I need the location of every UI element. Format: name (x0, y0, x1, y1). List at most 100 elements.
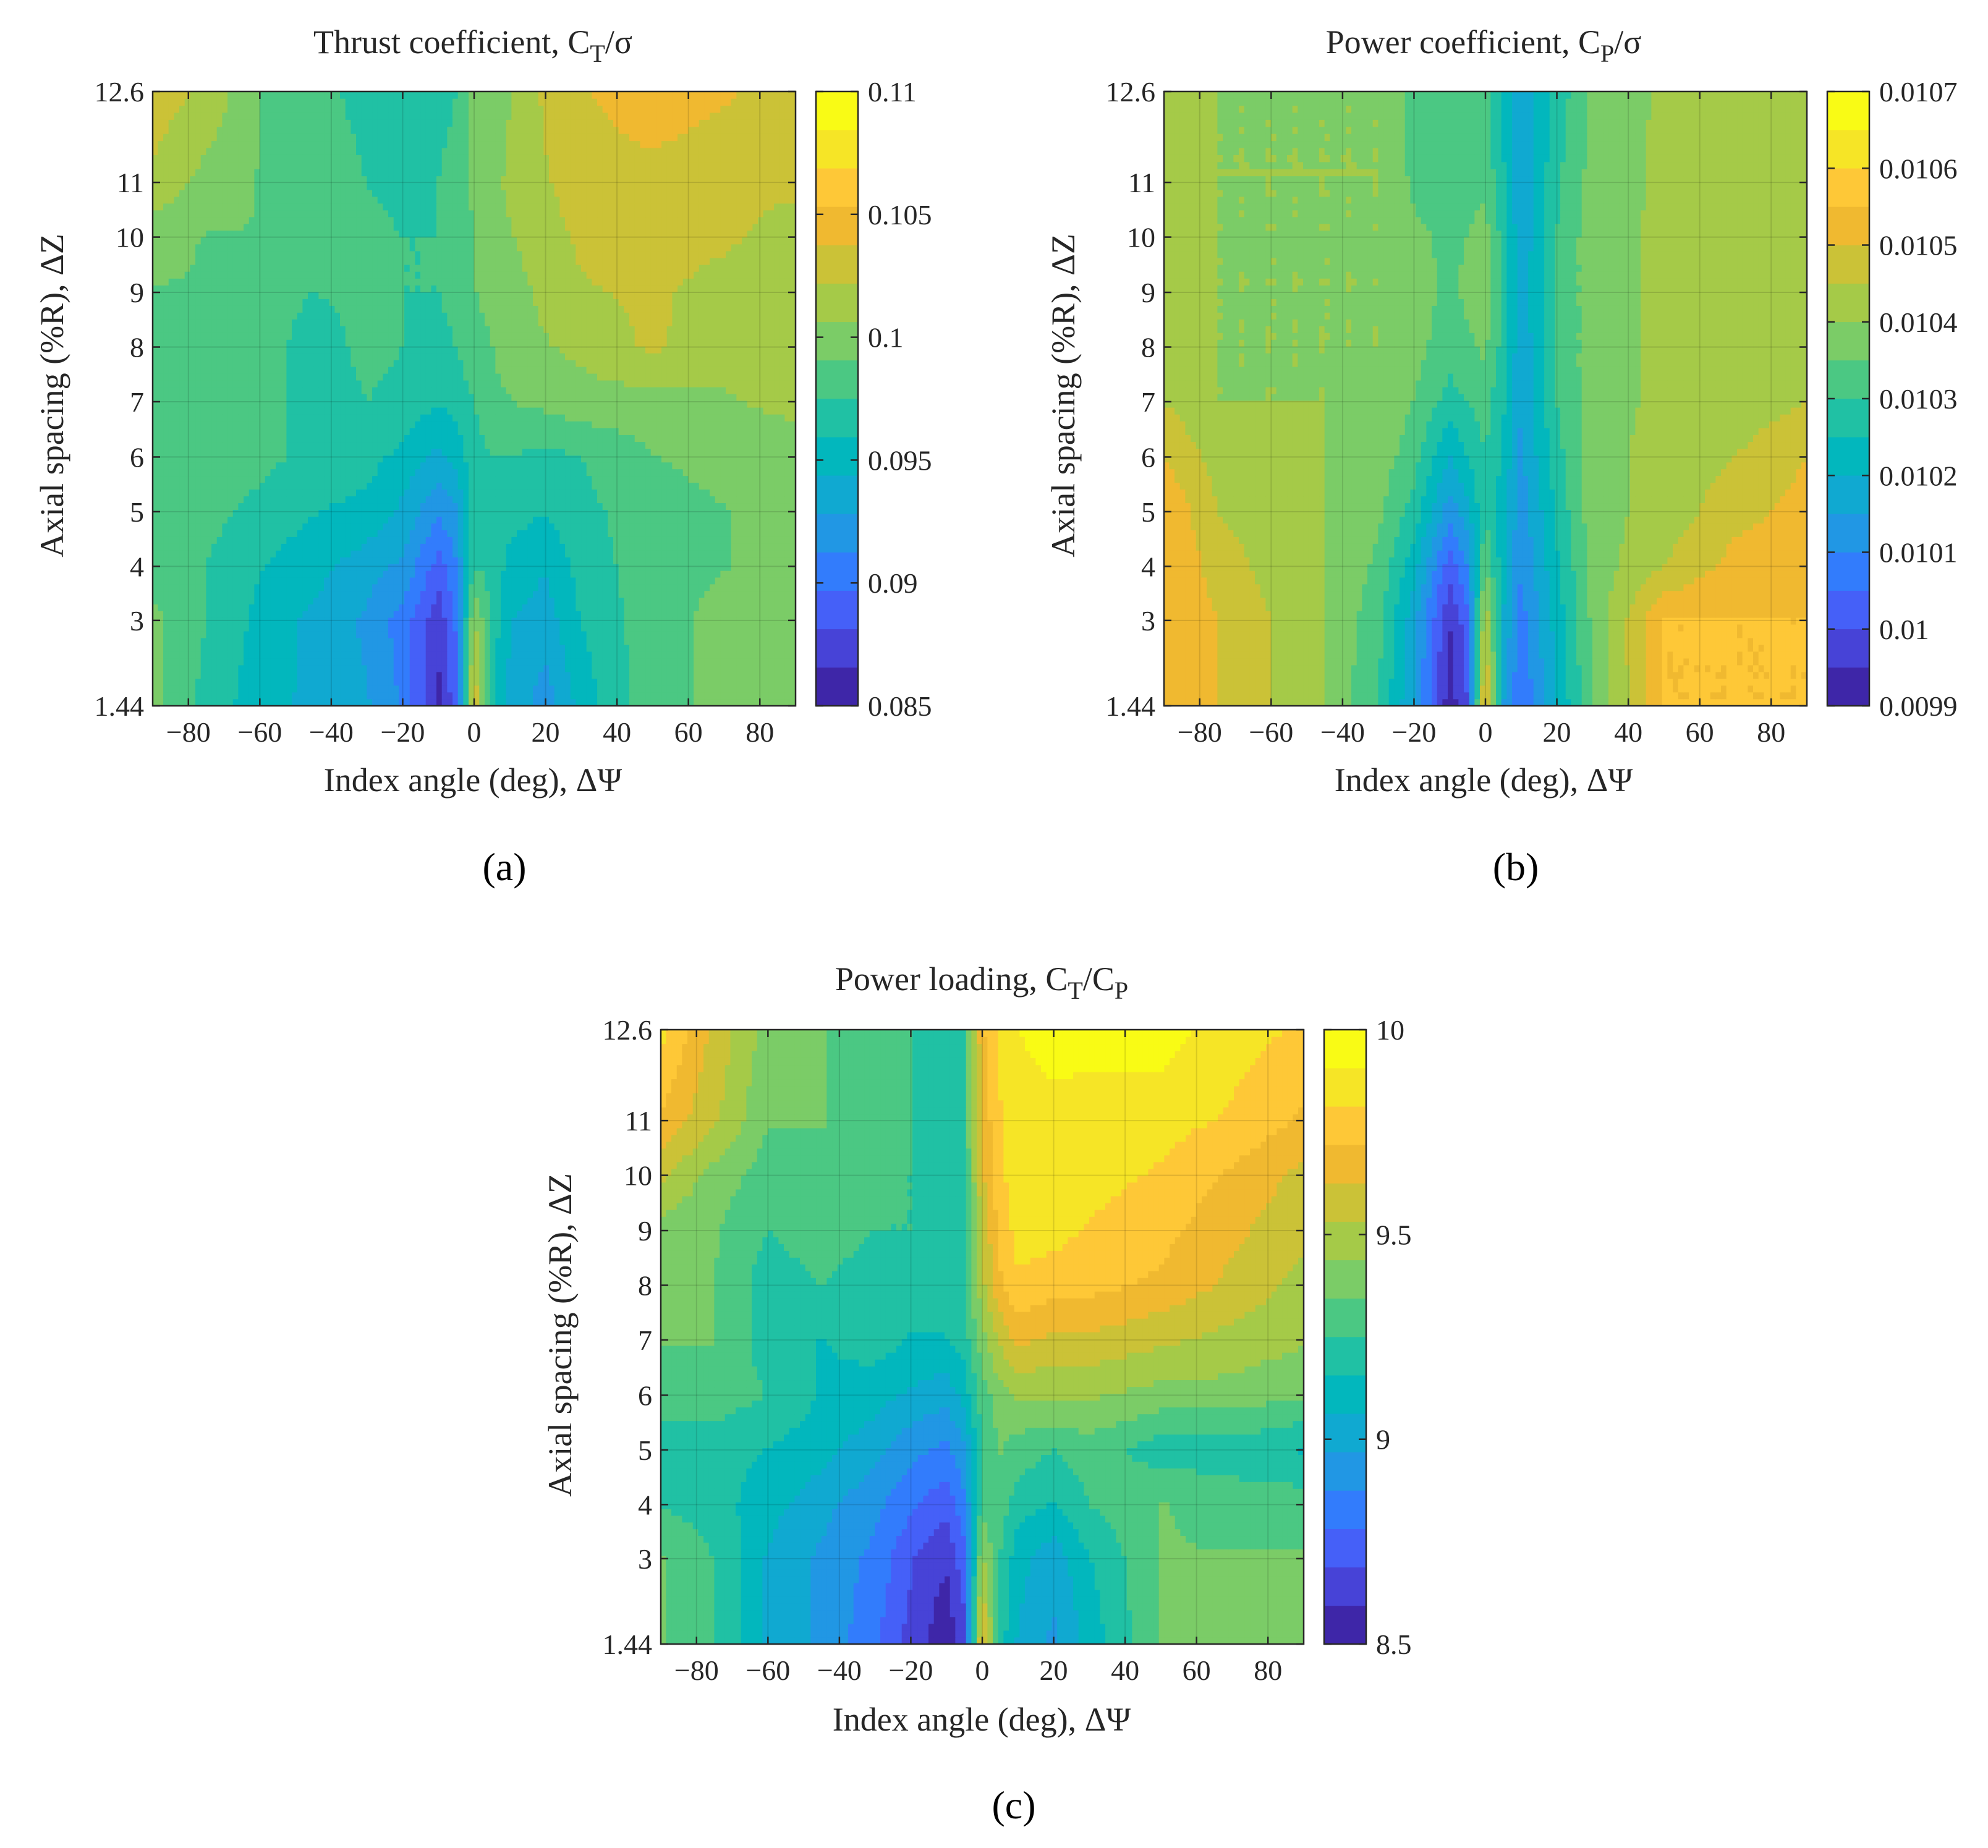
contour-cell (244, 698, 250, 706)
contour-cell (506, 468, 512, 477)
contour-cell (436, 421, 443, 428)
contour-cell (302, 509, 308, 517)
contour-cell (174, 434, 180, 443)
contour-cell (672, 692, 678, 700)
contour-cell (710, 671, 716, 679)
contour-cell (581, 564, 587, 571)
contour-cell (634, 624, 640, 632)
contour-cell (549, 482, 555, 490)
contour-cell (752, 644, 758, 652)
contour-cell (244, 543, 250, 551)
contour-cell (742, 611, 748, 618)
contour-cell (308, 671, 314, 679)
contour-cell (682, 468, 689, 477)
contour-cell (158, 624, 164, 632)
contour-cell (576, 564, 582, 571)
contour-cell (758, 651, 764, 659)
contour-cell (559, 698, 566, 706)
contour-cell (634, 448, 640, 456)
contour-cell (393, 671, 399, 679)
contour-cell (463, 590, 469, 598)
contour-cell (720, 475, 726, 483)
contour-cell (694, 685, 700, 693)
contour-cell (211, 698, 218, 706)
contour-cell (602, 509, 608, 517)
contour-cell (576, 441, 582, 449)
contour-cell (313, 428, 319, 435)
contour-cell (661, 564, 668, 571)
contour-cell (163, 685, 169, 693)
contour-cell (297, 448, 303, 456)
contour-cell (436, 434, 443, 443)
contour-cell (731, 698, 737, 706)
contour-cell (302, 502, 308, 511)
contour-cell (624, 489, 630, 497)
contour-cell (710, 455, 716, 463)
contour-cell (479, 530, 485, 537)
contour-cell (742, 530, 748, 537)
contour-cell (260, 630, 266, 638)
contour-cell (784, 617, 791, 625)
contour-cell (302, 692, 308, 700)
contour-cell (168, 583, 174, 591)
contour-cell (640, 671, 646, 679)
contour-cell (232, 557, 239, 564)
contour-cell (506, 543, 512, 551)
contour-cell (340, 543, 346, 551)
contour-cell (763, 502, 769, 511)
contour-cell (393, 536, 399, 544)
contour-cell (726, 611, 732, 618)
contour-cell (153, 644, 158, 652)
contour-cell (190, 550, 196, 557)
contour-cell (479, 678, 485, 686)
contour-cell (174, 637, 180, 645)
contour-cell (377, 597, 383, 604)
contour-cell (302, 536, 308, 544)
contour-cell (190, 658, 196, 666)
contour-cell (367, 604, 373, 611)
contour-cell (238, 685, 244, 693)
contour-cell (447, 658, 453, 666)
contour-cell (420, 557, 427, 564)
contour-cell (216, 489, 223, 497)
contour-cell (265, 692, 271, 700)
contour-cell (790, 671, 796, 679)
contour-cell (463, 630, 469, 638)
contour-cell (232, 671, 239, 679)
contour-cell (661, 509, 668, 517)
contour-cell (222, 448, 228, 456)
contour-cell (506, 577, 512, 585)
contour-cell (399, 557, 405, 564)
contour-cell (763, 611, 769, 618)
contour-cell (441, 543, 448, 551)
contour-cell (457, 698, 464, 706)
contour-cell (699, 583, 705, 591)
contour-cell (490, 577, 496, 585)
contour-cell (206, 624, 212, 632)
contour-cell (404, 455, 410, 463)
contour-cell (393, 692, 399, 700)
contour-cell (479, 658, 485, 666)
contour-cell (645, 671, 652, 679)
contour-cell (688, 658, 694, 666)
contour-cell (474, 468, 480, 477)
contour-cell (495, 604, 501, 611)
contour-cell (265, 543, 271, 551)
contour-cell (168, 637, 174, 645)
contour-cell (195, 651, 202, 659)
contour-cell (179, 692, 185, 700)
contour-cell (618, 441, 624, 449)
contour-cell (447, 570, 453, 578)
contour-cell (731, 577, 737, 585)
contour-cell (549, 475, 555, 483)
contour-cell (506, 630, 512, 638)
contour-cell (211, 557, 218, 564)
contour-cell (447, 543, 453, 551)
contour-cell (404, 482, 410, 490)
contour-cell (650, 611, 656, 618)
contour-cell (329, 658, 335, 666)
contour-cell (356, 489, 362, 497)
contour-cell (286, 462, 292, 470)
contour-cell (726, 685, 732, 693)
contour-cell (329, 455, 335, 463)
